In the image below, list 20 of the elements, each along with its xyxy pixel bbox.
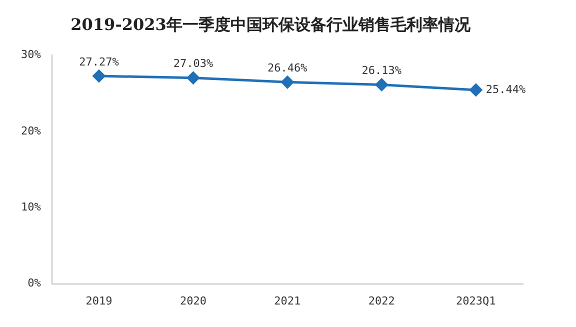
x-tick-label: 2019 <box>86 294 112 308</box>
data-label: 27.27% <box>79 55 120 68</box>
x-tick-label: 2020 <box>180 294 206 308</box>
data-label: 27.03% <box>173 57 214 70</box>
x-tick-label: 2021 <box>274 294 301 308</box>
point <box>470 84 482 96</box>
x-tick-label: 2023Q1 <box>456 294 496 308</box>
point <box>375 78 388 91</box>
y-tick-label: 10% <box>20 200 42 214</box>
point <box>281 76 294 88</box>
chart-title: 2019-2023年一季度中国环保设备行业销售毛利率情况 <box>70 14 472 34</box>
data-label: 25.44% <box>486 82 526 96</box>
y-tick-label: 30% <box>20 48 42 62</box>
point <box>186 72 200 84</box>
x-tick-label: 2022 <box>368 294 395 308</box>
data-label: 26.46% <box>268 62 308 75</box>
y-tick-label: 20% <box>20 124 42 138</box>
point <box>92 70 106 82</box>
y-tick-label: 0% <box>28 276 42 290</box>
data-label: 26.13% <box>362 64 402 78</box>
